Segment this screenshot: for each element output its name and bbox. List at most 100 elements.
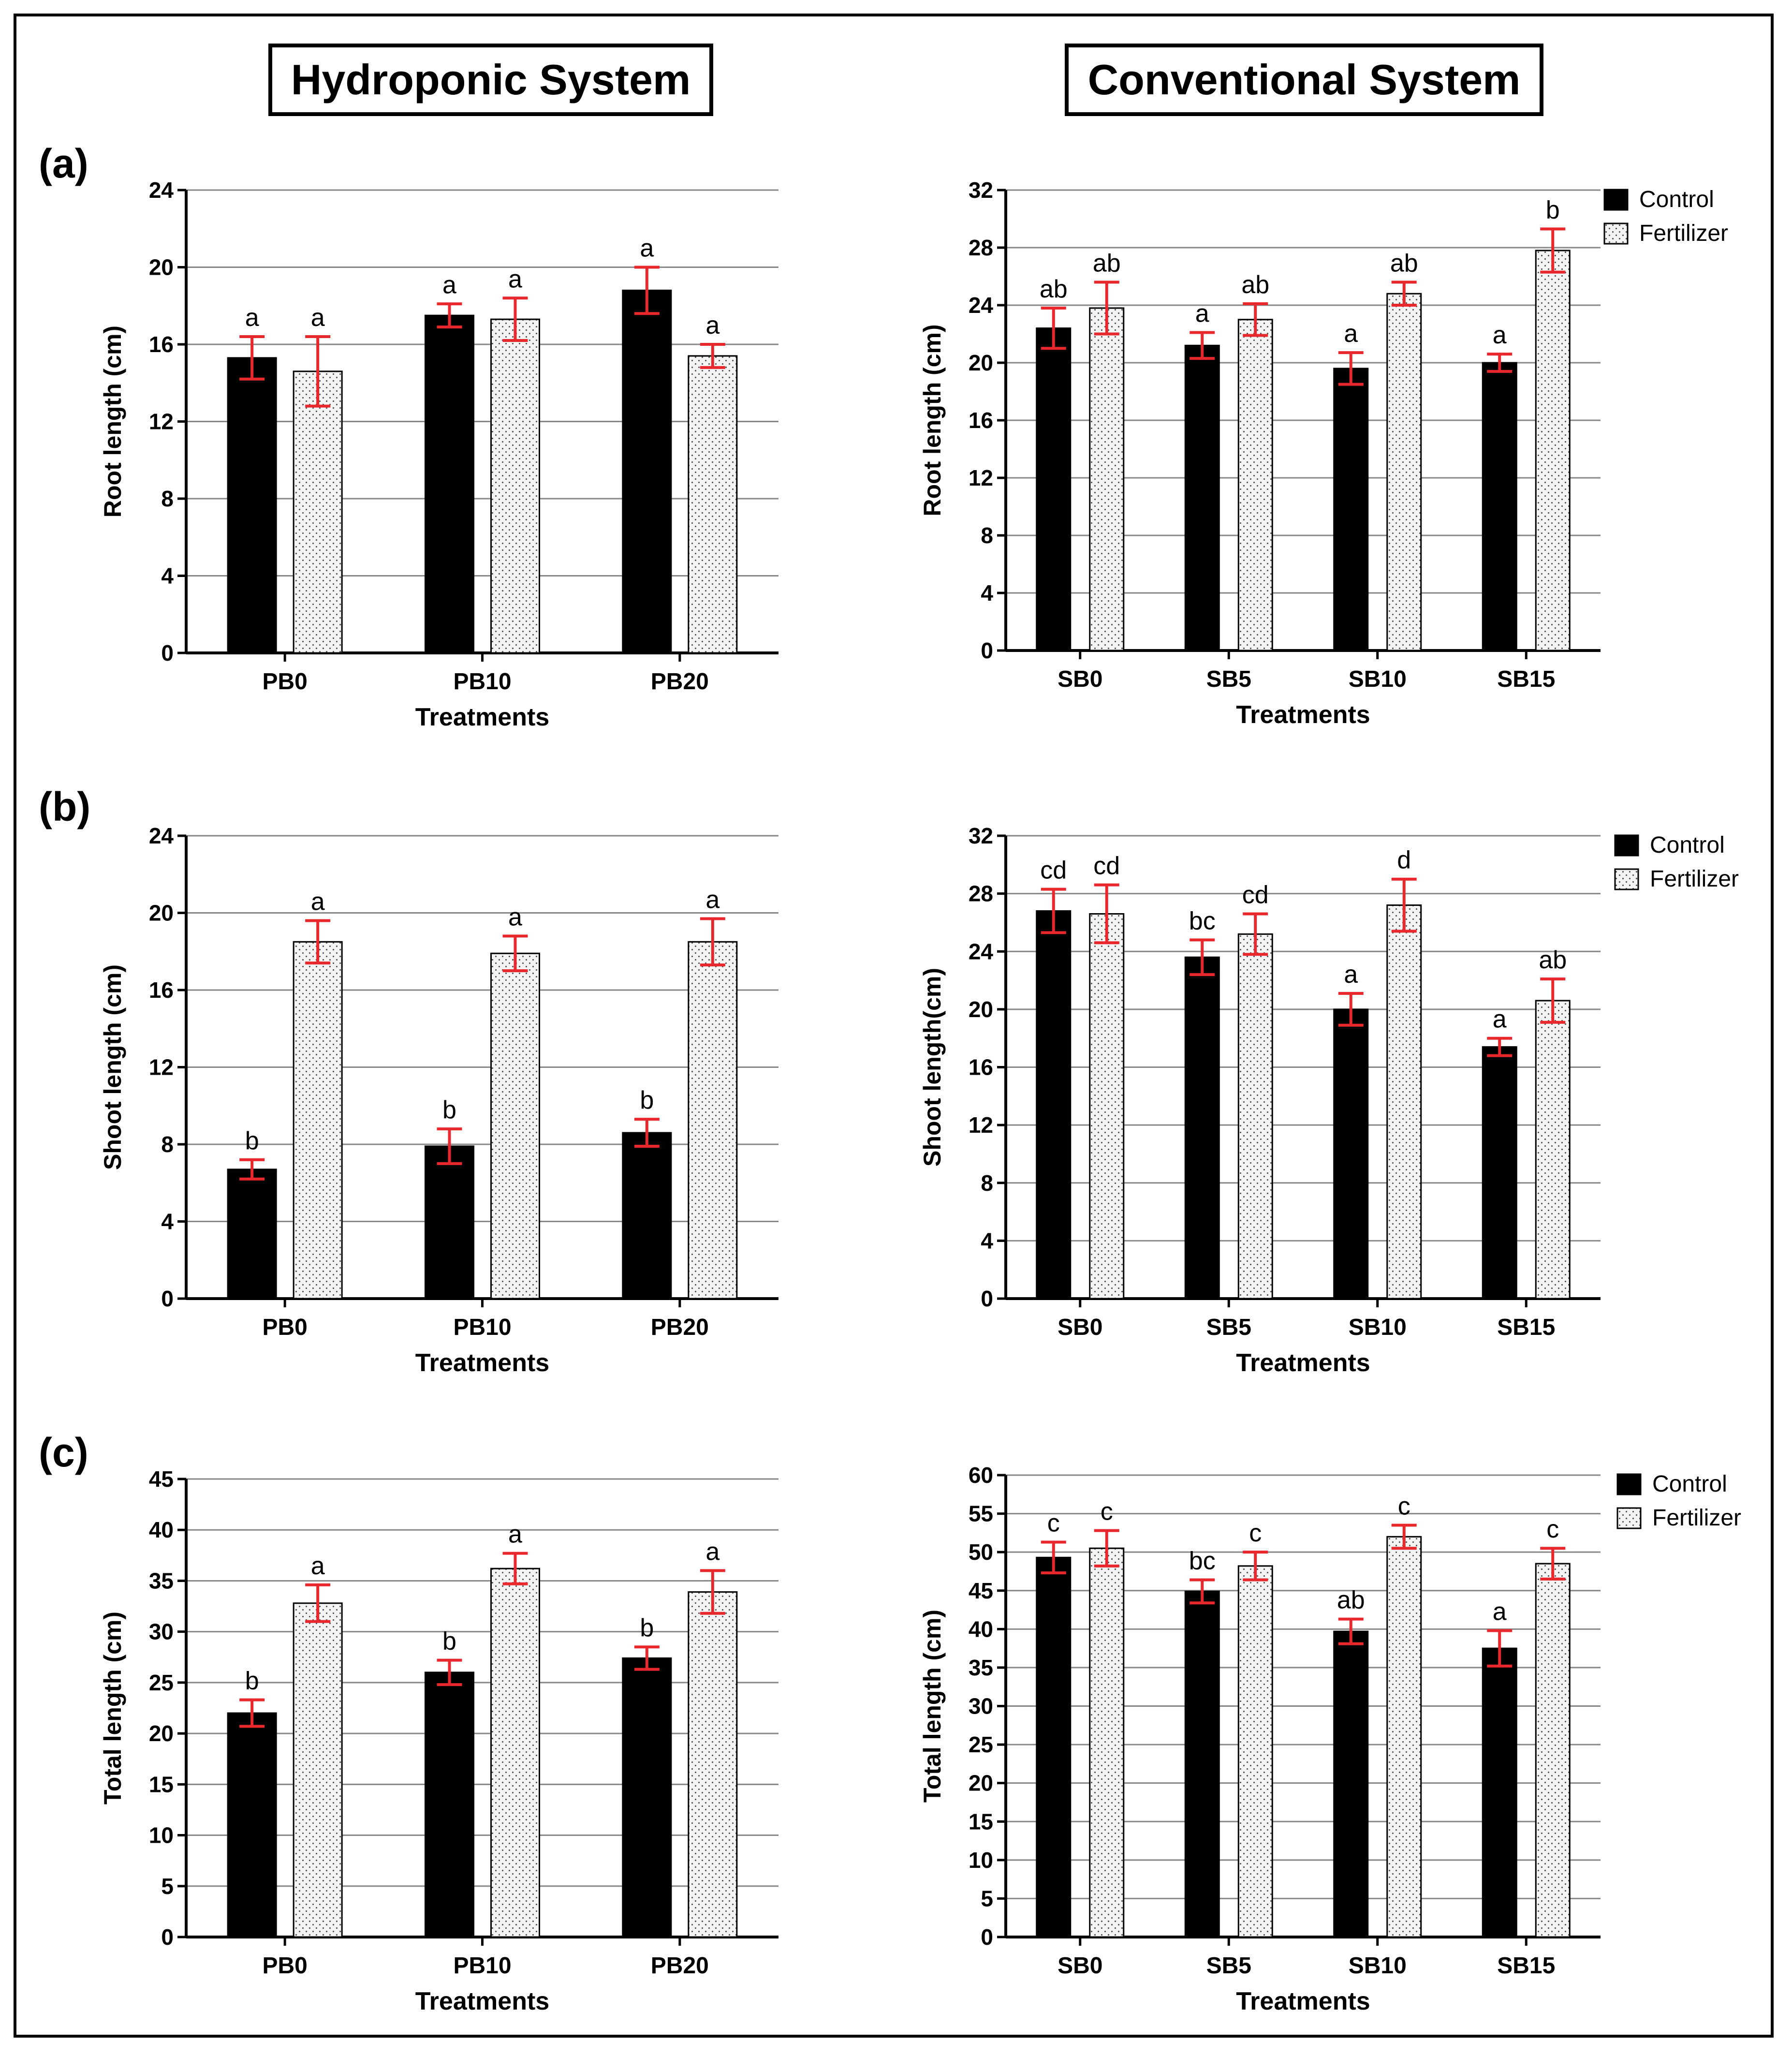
fertilizer-bar — [1535, 250, 1571, 651]
fertilizer-bar — [490, 952, 540, 1300]
chart-5: 0 5 10 15 20 25 30 35 40 45 PB0 b a PB10 b a PB20 b a Treat… — [99, 1466, 778, 2015]
y-tick-label: 20 — [149, 901, 174, 926]
x-tick-label: SB10 — [1349, 1315, 1407, 1340]
significance-letter: bc — [1189, 1547, 1216, 1575]
control-bar — [425, 314, 474, 654]
y-tick-label: 12 — [969, 1112, 993, 1138]
y-tick-label: 5 — [161, 1874, 174, 1899]
row-label-a: (a) — [39, 141, 88, 186]
significance-letter: ab — [1093, 249, 1121, 277]
x-tick-label: SB15 — [1497, 1953, 1555, 1979]
significance-letter: a — [1344, 961, 1358, 989]
significance-letter: c — [1249, 1519, 1262, 1547]
x-tick-label: SB5 — [1206, 1953, 1251, 1979]
control-bar — [1184, 956, 1220, 1300]
y-tick-label: 45 — [969, 1578, 993, 1603]
significance-letter: ab — [1337, 1586, 1365, 1614]
y-tick-label: 16 — [149, 977, 174, 1003]
significance-letter: a — [311, 1552, 325, 1580]
legend-label-fertilizer: Fertilizer — [1650, 866, 1739, 892]
x-tick-label: SB0 — [1058, 1315, 1102, 1340]
significance-letter: c — [1398, 1492, 1410, 1520]
control-bar — [1184, 344, 1220, 651]
y-tick-label: 20 — [969, 1771, 993, 1796]
x-tick-label: SB0 — [1058, 666, 1102, 692]
fertilizer-bar — [1089, 307, 1125, 651]
y-tick-label: 8 — [161, 1132, 174, 1157]
y-axis-title: Root length (cm) — [99, 325, 126, 518]
hydroponic-system-header: Hydroponic System — [268, 44, 713, 116]
significance-letter: a — [1195, 300, 1209, 328]
x-tick-label: PB20 — [651, 1953, 709, 1979]
y-tick-label: 10 — [969, 1848, 993, 1873]
control-bar — [227, 357, 277, 654]
fertilizer-bar — [1237, 933, 1273, 1300]
y-tick-label: 10 — [149, 1823, 174, 1848]
significance-letter: a — [1493, 1598, 1507, 1626]
y-tick-label: 4 — [981, 1228, 993, 1253]
y-tick-label: 32 — [969, 177, 993, 203]
y-tick-label: 45 — [149, 1466, 174, 1492]
significance-letter: cd — [1040, 857, 1067, 885]
significance-letter: b — [1546, 196, 1560, 224]
fertilizer-bar — [1237, 319, 1273, 651]
chart-1: 0 4 8 12 16 20 24 PB0 a a PB10 a a PB20 a a Treatments Ro… — [99, 177, 778, 731]
y-tick-label: 12 — [969, 465, 993, 490]
control-bar — [425, 1671, 474, 1938]
fertilizer-bar — [1089, 913, 1125, 1300]
significance-letter: a — [508, 1521, 522, 1549]
legend-label-fertilizer: Fertilizer — [1652, 1505, 1741, 1531]
legend-label-control: Control — [1650, 832, 1725, 858]
legend-swatch-control — [1614, 834, 1639, 857]
significance-letter: a — [1344, 320, 1358, 348]
significance-letter: a — [508, 265, 522, 293]
fertilizer-bar — [1386, 904, 1422, 1300]
x-tick-label: PB20 — [651, 669, 709, 695]
y-axis-title: Total length (cm) — [99, 1612, 126, 1805]
row-label-c: (c) — [39, 1430, 88, 1475]
legend-label-fertilizer: Fertilizer — [1639, 221, 1728, 246]
x-tick-label: PB0 — [262, 1953, 307, 1979]
fertilizer-bar — [1386, 293, 1422, 651]
significance-letter: a — [311, 304, 325, 332]
control-bar — [227, 1169, 277, 1300]
fertilizer-bar — [688, 1591, 738, 1938]
fertilizer-bar — [490, 318, 540, 654]
x-tick-label: SB5 — [1206, 1315, 1251, 1340]
y-tick-label: 40 — [969, 1616, 993, 1642]
conventional-system-header: Conventional System — [1065, 44, 1543, 116]
row-label-b: (b) — [39, 784, 91, 829]
y-tick-label: 8 — [981, 523, 993, 548]
significance-letter: a — [705, 886, 720, 914]
y-tick-label: 20 — [149, 1721, 174, 1746]
y-tick-label: 24 — [149, 823, 174, 848]
y-tick-label: 0 — [981, 1924, 993, 1950]
x-tick-label: PB10 — [453, 669, 511, 695]
fertilizer-bar — [1089, 1547, 1125, 1938]
x-axis-title: Treatments — [415, 703, 549, 731]
y-tick-label: 28 — [969, 881, 993, 906]
y-tick-label: 30 — [969, 1694, 993, 1719]
control-bar — [1036, 327, 1072, 651]
control-bar — [1482, 1046, 1517, 1300]
x-tick-label: PB0 — [262, 669, 307, 695]
legend-swatch-control — [1616, 1473, 1642, 1495]
y-tick-label: 16 — [969, 1055, 993, 1080]
control-bar — [1333, 368, 1369, 651]
y-tick-label: 30 — [149, 1619, 174, 1644]
significance-letter: ab — [1241, 271, 1269, 299]
x-tick-label: PB0 — [262, 1315, 307, 1340]
fertilizer-bar — [688, 941, 738, 1300]
chart-3: 0 4 8 12 16 20 24 PB0 b a PB10 b a PB20 b a Treatments Sh… — [99, 823, 778, 1377]
y-tick-label: 0 — [981, 1286, 993, 1311]
y-tick-label: 20 — [969, 350, 993, 375]
fertilizer-bar — [293, 941, 343, 1300]
control-bar — [425, 1145, 474, 1300]
significance-letter: c — [1101, 1498, 1113, 1526]
significance-letter: bc — [1189, 907, 1216, 935]
y-tick-label: 4 — [161, 1209, 174, 1234]
control-bar — [1333, 1008, 1369, 1300]
x-tick-label: SB15 — [1497, 666, 1555, 692]
fertilizer-bar — [490, 1568, 540, 1938]
